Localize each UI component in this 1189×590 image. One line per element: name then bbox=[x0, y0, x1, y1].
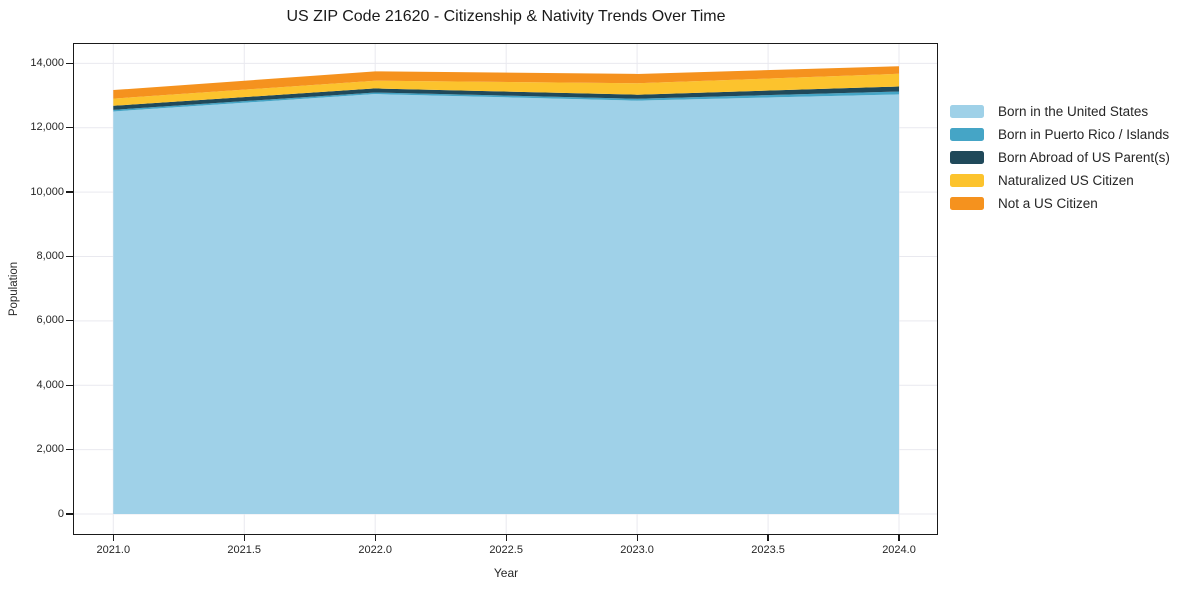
x-tick-mark bbox=[112, 535, 114, 541]
x-tick-label: 2024.0 bbox=[882, 544, 916, 556]
x-tick-mark bbox=[505, 535, 507, 541]
legend-swatch bbox=[950, 151, 984, 164]
x-tick-label: 2022.0 bbox=[358, 544, 393, 556]
legend-swatch bbox=[950, 128, 984, 141]
x-tick-label: 2021.5 bbox=[227, 544, 262, 556]
legend: Born in the United States Born in Puerto … bbox=[950, 100, 1170, 215]
legend-swatch bbox=[950, 174, 984, 187]
stacked-area-svg bbox=[73, 43, 937, 534]
y-tick-mark bbox=[66, 62, 73, 64]
y-tick-label: 10,000 bbox=[30, 185, 64, 198]
y-tick-mark bbox=[66, 127, 73, 129]
area-series bbox=[112, 65, 899, 99]
legend-label: Born in Puerto Rico / Islands bbox=[998, 127, 1170, 142]
area-series bbox=[112, 86, 899, 110]
y-axis-label: Population bbox=[8, 261, 20, 317]
chart-title: US ZIP Code 21620 - Citizenship & Nativi… bbox=[286, 8, 726, 25]
legend-label: Born in the United States bbox=[998, 104, 1149, 119]
legend-label: Born Abroad of US Parent(s) bbox=[998, 150, 1170, 165]
y-tick-label: 6,000 bbox=[36, 314, 64, 327]
legend-swatch bbox=[950, 105, 984, 118]
x-tick-mark bbox=[898, 535, 900, 541]
x-tick-label: 2023.5 bbox=[751, 544, 785, 556]
x-tick-mark bbox=[767, 535, 769, 541]
plot-area bbox=[72, 42, 938, 535]
area-series bbox=[112, 93, 899, 514]
legend-label: Naturalized US Citizen bbox=[998, 173, 1134, 188]
legend-item: Born in the United States bbox=[950, 100, 1170, 123]
y-tick-mark bbox=[66, 320, 73, 322]
legend-item: Naturalized US Citizen bbox=[950, 169, 1170, 192]
y-tick-label: 14,000 bbox=[30, 56, 64, 69]
legend-swatch bbox=[950, 197, 984, 210]
x-tick-mark bbox=[243, 535, 245, 541]
y-tick-label: 8,000 bbox=[36, 249, 64, 262]
y-tick-mark bbox=[66, 513, 73, 515]
area-series bbox=[112, 73, 899, 106]
y-tick-mark bbox=[66, 449, 73, 451]
legend-item: Not a US Citizen bbox=[950, 192, 1170, 215]
y-tick-mark bbox=[66, 384, 73, 386]
y-tick-label: 0 bbox=[57, 507, 64, 520]
x-tick-mark bbox=[636, 535, 638, 541]
x-tick-label: 2022.5 bbox=[489, 544, 523, 556]
y-tick-label: 12,000 bbox=[30, 121, 64, 134]
x-tick-label: 2023.0 bbox=[620, 544, 654, 556]
legend-item: Born in Puerto Rico / Islands bbox=[950, 123, 1170, 146]
x-tick-label: 2021.0 bbox=[96, 544, 131, 556]
y-tick-label: 2,000 bbox=[36, 443, 64, 456]
x-axis-label: Year bbox=[493, 566, 519, 580]
y-tick-mark bbox=[66, 255, 73, 258]
legend-item: Born Abroad of US Parent(s) bbox=[950, 146, 1170, 169]
y-tick-label: 4,000 bbox=[36, 378, 64, 391]
y-tick-mark bbox=[66, 191, 73, 193]
x-tick-mark bbox=[374, 535, 376, 541]
legend-label: Not a US Citizen bbox=[998, 196, 1098, 211]
